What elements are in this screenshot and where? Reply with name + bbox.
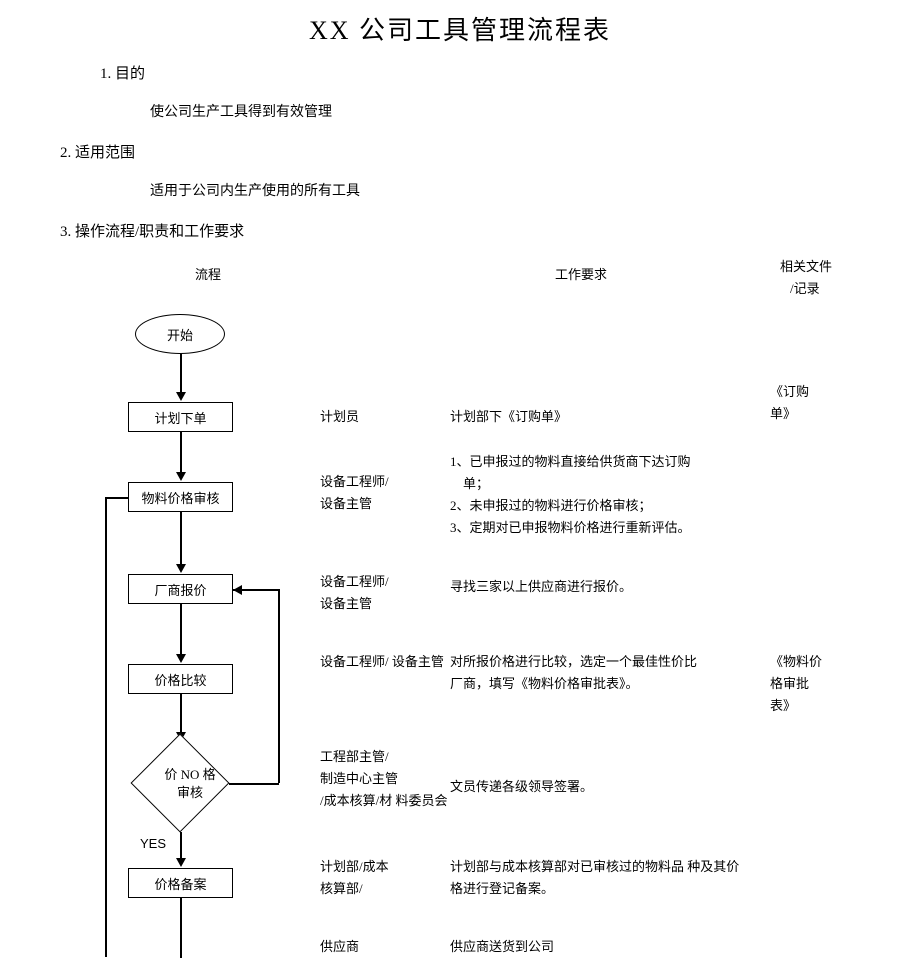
arrow [180,604,182,656]
arrow [180,832,182,860]
role-step2: 设备工程师/ 设备主管 [320,471,389,515]
node-start: 开始 [135,314,225,354]
role-step3: 设备工程师/ 设备主管 [320,571,389,615]
arrow [180,898,182,958]
req-step4: 对所报价格进行比较，选定一个最佳性价比 厂商，填写《物料价格审批表》。 [450,651,740,695]
req-step2: 1、已申报过的物料直接给供货商下达订购 单； 2、未申报过的物料进行价格审核； … [450,451,740,539]
req-decision: 文员传递各级领导签署。 [450,776,593,798]
role-step6: 计划部/成本 核算部/ [320,856,389,900]
arrowhead-icon [176,654,186,663]
req-step3: 寻找三家以上供应商进行报价。 [450,576,632,598]
line [105,497,107,957]
arrow [180,512,182,566]
col-header-flow: 流程 [195,264,221,283]
req-step1: 计划部下《订购单》 [450,406,567,428]
node-step1: 计划下单 [128,402,233,432]
line [105,497,128,499]
arrowhead-icon [176,858,186,867]
req-supplier: 供应商送货到公司 [450,936,554,958]
arrow [180,354,182,394]
arrow [180,694,182,734]
req-step6: 计划部与成本核算部对已审核过的物料品 种及其价格进行登记备案。 [450,856,740,900]
page-title: XX 公司工具管理流程表 [0,0,920,47]
col-header-docs2: /记录 [790,278,820,297]
col-header-req: 工作要求 [555,264,607,283]
col-header-docs1: 相关文件 [780,256,832,275]
section-1-body: 使公司生产工具得到有效管理 [150,101,920,121]
role-supplier: 供应商 [320,936,359,958]
role-step1: 计划员 [320,406,359,428]
node-step3: 厂商报价 [128,574,233,604]
doc-step4: 《物料价 格审批 表》 [770,651,822,717]
section-2-body: 适用于公司内生产使用的所有工具 [150,180,920,200]
role-decision: 工程部主管/ 制造中心主管 /成本核算/材 料委员会 [320,746,447,812]
node-step4: 价格比较 [128,664,233,694]
arrowhead-icon [233,585,242,595]
role-step4: 设备工程师/ 设备主管 [320,651,444,673]
branch-yes: YES [140,836,166,851]
node-step2: 物料价格审核 [128,482,233,512]
section-1-heading: 1. 目的 [100,62,920,83]
line [278,589,280,783]
arrowhead-icon [176,564,186,573]
arrowhead-icon [176,392,186,401]
arrow [180,432,182,474]
node-step6: 价格备案 [128,868,233,898]
section-3-heading: 3. 操作流程/职责和工作要求 [60,220,920,241]
decision-label: 价 NO 格 审核 [150,766,230,802]
doc-step1: 《订购 单》 [770,381,809,425]
section-2-heading: 2. 适用范围 [60,141,920,162]
line [229,783,279,785]
arrowhead-icon [176,472,186,481]
